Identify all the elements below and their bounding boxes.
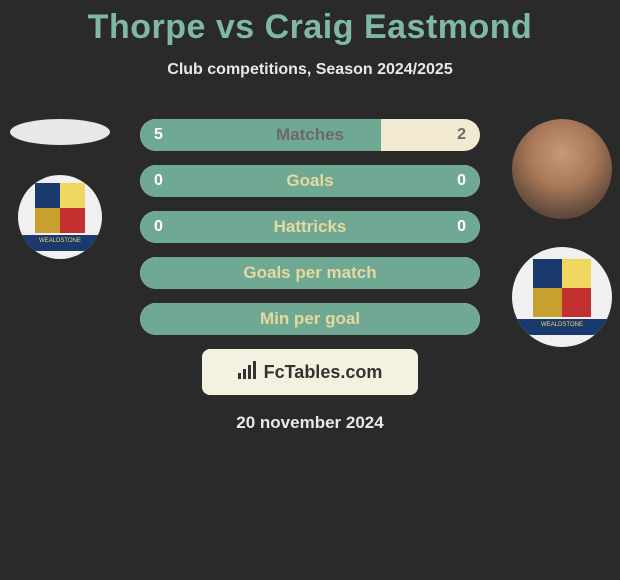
shield-icon xyxy=(533,259,591,323)
stat-row: 0Goals0 xyxy=(140,165,480,197)
page-title: Thorpe vs Craig Eastmond xyxy=(0,0,620,47)
stat-bars: 5Matches20Goals00Hattricks0Goals per mat… xyxy=(140,119,480,335)
stat-value-right: 0 xyxy=(457,211,466,243)
stats-area: WEALDSTONE WEALDSTONE 5Matches20Goals00H… xyxy=(0,119,620,335)
stat-label: Hattricks xyxy=(140,211,480,243)
stat-row: Goals per match xyxy=(140,257,480,289)
watermark: FcTables.com xyxy=(202,349,418,395)
stat-row: 0Hattricks0 xyxy=(140,211,480,243)
stat-label: Goals per match xyxy=(140,257,480,289)
right-player-column: WEALDSTONE xyxy=(512,119,612,347)
stat-label: Matches xyxy=(140,119,480,151)
right-player-avatar xyxy=(512,119,612,219)
stat-row: 5Matches2 xyxy=(140,119,480,151)
stat-value-right: 2 xyxy=(457,119,466,151)
stat-row: Min per goal xyxy=(140,303,480,335)
left-player-avatar-placeholder xyxy=(10,119,110,145)
subtitle: Club competitions, Season 2024/2025 xyxy=(0,61,620,79)
right-player-club-crest: WEALDSTONE xyxy=(512,247,612,347)
stat-label: Min per goal xyxy=(140,303,480,335)
shield-icon xyxy=(35,183,85,239)
left-player-club-crest: WEALDSTONE xyxy=(18,175,102,259)
stat-value-right: 0 xyxy=(457,165,466,197)
chart-icon xyxy=(238,361,258,384)
stat-label: Goals xyxy=(140,165,480,197)
watermark-text: FcTables.com xyxy=(264,362,383,383)
left-player-column: WEALDSTONE xyxy=(10,119,110,259)
date: 20 november 2024 xyxy=(0,413,620,433)
